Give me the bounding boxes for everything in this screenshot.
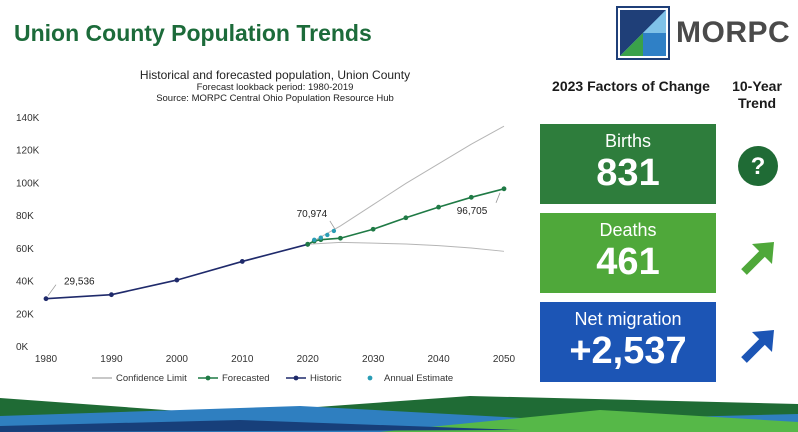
confidence-limit-upper-line	[307, 125, 505, 245]
legend-swatch-dot	[367, 375, 373, 381]
confidence-limit-lower-line	[307, 241, 505, 252]
net-migration-card: Net migration +2,537	[540, 302, 716, 382]
x-tick-label: 2020	[297, 354, 320, 365]
historic-point	[174, 277, 180, 283]
annual-estimate-point	[331, 228, 337, 234]
morpc-logo-text: MORPC	[676, 16, 791, 49]
arrow-up-right-icon	[741, 330, 774, 363]
annual-estimate-point	[325, 232, 330, 238]
y-tick-label: 0K	[16, 342, 29, 353]
trend-heading: 10-Year Trend	[732, 78, 782, 111]
y-tick-label: 20K	[16, 309, 34, 320]
decorative-footer-band	[0, 396, 798, 432]
page-title: Union County Population Trends	[14, 20, 372, 46]
births-value: 831	[596, 152, 660, 194]
forecasted-point	[436, 204, 441, 210]
historic-point	[239, 259, 245, 264]
x-tick-label: 2050	[493, 354, 516, 365]
chart-subtitle-1: Forecast lookback period: 1980-2019	[196, 82, 354, 93]
annotation-label: 29,536	[64, 277, 95, 288]
legend-label: Annual Estimate	[384, 373, 453, 384]
factors-heading: 2023 Factors of Change	[552, 78, 710, 94]
forecasted-point	[305, 241, 311, 247]
legend-swatch-dot	[205, 375, 211, 381]
annotation-leader-line	[47, 284, 57, 296]
forecasted-point	[403, 215, 409, 221]
y-tick-label: 140K	[16, 113, 40, 124]
births-label: Births	[604, 131, 651, 151]
deaths-value: 461	[596, 241, 660, 283]
chart-title-block: Historical and forecasted population, Un…	[40, 68, 510, 104]
net-migration-value: +2,537	[569, 330, 687, 372]
morpc-logo: MORPC	[616, 6, 794, 60]
chart-subtitle-2: Source: MORPC Central Ohio Population Re…	[156, 93, 394, 104]
annotation-label: 70,974	[297, 209, 328, 220]
forecasted-point	[468, 194, 474, 200]
population-chart: 0K 20K 40K 60K 80K 100K 120K 140K 1980 1990 2000 20…	[16, 113, 516, 384]
forecasted-point	[370, 226, 376, 232]
forecasted-point	[501, 186, 507, 192]
y-tick-label: 120K	[16, 146, 40, 157]
chart-title: Historical and forecasted population, Un…	[139, 68, 411, 82]
question-icon: ?	[738, 146, 778, 186]
forecasted-point	[338, 235, 343, 241]
historic-point	[43, 296, 49, 302]
legend-swatch-dot	[293, 375, 299, 381]
x-tick-label: 2040	[427, 354, 450, 365]
legend-label: Confidence Limit	[116, 373, 187, 384]
annotation-leader-line	[495, 192, 501, 203]
svg-text:?: ?	[751, 153, 766, 180]
legend-label: Forecasted	[222, 373, 270, 384]
arrow-up-right-icon	[741, 242, 774, 275]
legend-label: Historic	[310, 373, 342, 384]
annual-estimate-point	[312, 237, 317, 243]
x-tick-label: 2030	[362, 354, 385, 365]
y-tick-label: 80K	[16, 211, 34, 222]
y-tick-label: 100K	[16, 178, 40, 189]
net-migration-label: Net migration	[574, 309, 682, 329]
x-tick-label: 1980	[35, 354, 58, 365]
deaths-label: Deaths	[599, 220, 657, 240]
annotation-label: 96,705	[457, 206, 488, 217]
annual-estimate-point	[318, 235, 323, 240]
y-tick-label: 60K	[16, 244, 34, 255]
annotation-leader-line	[329, 220, 336, 230]
x-tick-label: 2000	[166, 354, 189, 365]
historic-line	[45, 243, 308, 300]
deaths-card: Deaths 461	[540, 213, 716, 293]
births-card: Births 831	[540, 124, 716, 204]
x-tick-label: 2010	[231, 354, 254, 365]
y-tick-label: 40K	[16, 277, 34, 288]
morpc-logo-mark-icon	[616, 6, 670, 60]
x-tick-label: 1990	[100, 354, 123, 365]
historic-point	[109, 292, 114, 298]
